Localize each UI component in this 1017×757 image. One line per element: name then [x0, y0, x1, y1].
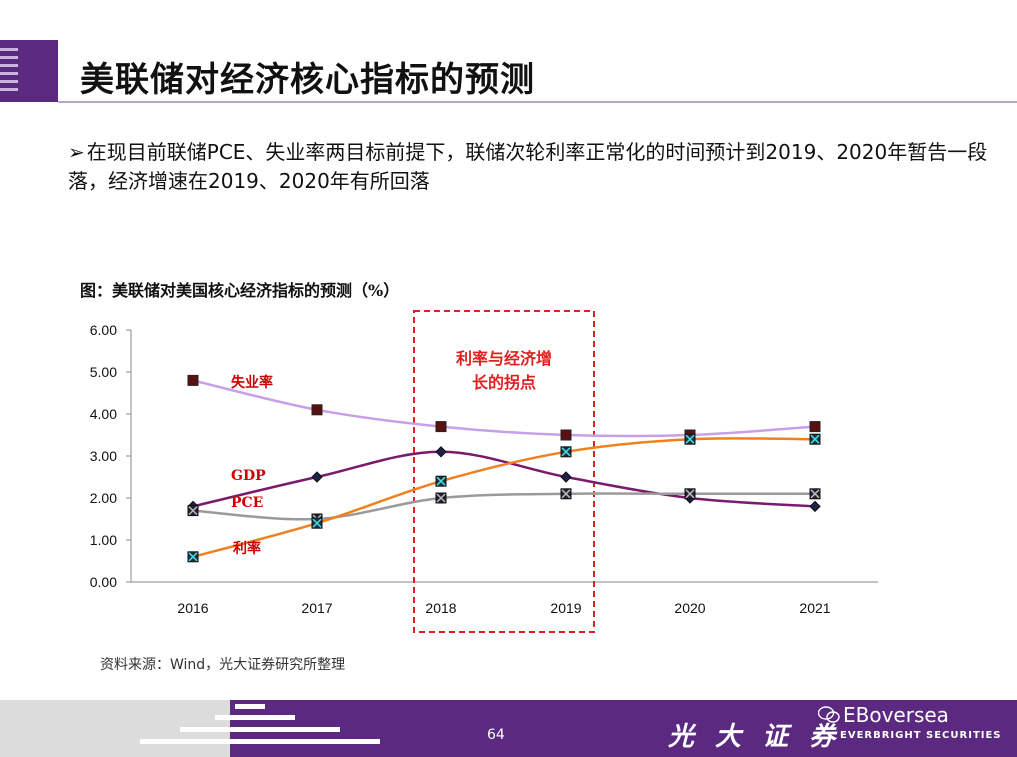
data-point-cross	[810, 489, 820, 499]
brand-name-cn: 光 大 证 券	[668, 722, 842, 752]
footer-stripe	[235, 704, 265, 709]
y-tick-label: 1.00	[90, 532, 117, 548]
series-label: GDP	[231, 468, 266, 484]
data-point	[809, 500, 821, 513]
wechat-icon	[818, 706, 840, 723]
x-tick-label: 2019	[550, 600, 581, 616]
series-line	[192, 379, 816, 438]
data-point	[435, 446, 447, 458]
x-tick-label: 2017	[301, 600, 332, 616]
line-chart: 0.00 1.00 2.00 3.00 4.00 5.00 6.00 2016 2017 2018…	[90, 310, 878, 633]
series-line	[192, 437, 816, 559]
logo-block	[0, 40, 58, 102]
data-point-cross	[810, 434, 820, 444]
data-point-cross	[685, 434, 695, 444]
brand-name-en: EVERBRIGHT SECURITIES	[840, 730, 1002, 741]
bullet-text: 在现目前联储PCE、失业率两目标前提下，联储次轮利率正常化的时间预计到2019、…	[68, 140, 988, 193]
title-divider	[58, 101, 1017, 103]
y-tick-label: 2.00	[90, 490, 117, 506]
data-point-cross	[188, 506, 198, 516]
series-label: PCE	[231, 495, 263, 511]
data-point-cross	[561, 489, 571, 499]
y-tick-label: 5.00	[90, 364, 117, 380]
highlight-label: 长的拐点	[472, 373, 536, 392]
x-tick-label: 2018	[425, 600, 456, 616]
x-tick-label: 2021	[799, 600, 830, 616]
series-label: 利率	[233, 540, 261, 557]
source-note: 资料来源：Wind，光大证券研究所整理	[100, 657, 346, 673]
data-point-cross	[188, 552, 198, 562]
watermark-text: EBoversea	[843, 703, 949, 727]
data-point	[560, 429, 572, 441]
slide-title: 美联储对经济核心指标的预测	[80, 60, 535, 100]
footer-bar	[0, 700, 1017, 757]
data-point-cross	[685, 489, 695, 499]
data-point-cross	[436, 493, 446, 503]
data-point-cross	[436, 476, 446, 486]
y-tick-label: 3.00	[90, 448, 117, 464]
highlight-box	[413, 310, 595, 633]
y-tick-label: 6.00	[90, 322, 117, 338]
footer-stripe	[215, 715, 295, 720]
data-point	[311, 471, 323, 483]
footer-stripe	[180, 727, 340, 732]
series-label: 失业率	[231, 374, 273, 391]
data-point	[187, 374, 199, 386]
y-tick-label: 4.00	[90, 406, 117, 422]
data-point	[435, 421, 447, 433]
page-number: 64	[487, 727, 505, 743]
data-point	[311, 404, 323, 416]
x-tick-label: 2016	[177, 600, 208, 616]
series-line	[192, 450, 816, 508]
data-point	[560, 471, 572, 483]
data-point-cross	[561, 447, 571, 457]
x-tick-label: 2020	[674, 600, 705, 616]
data-point	[809, 421, 821, 433]
highlight-label: 利率与经济增	[456, 349, 552, 368]
data-point-cross	[312, 518, 322, 528]
bullet-arrow-icon: ➢	[68, 140, 85, 164]
y-tick-label: 0.00	[90, 574, 117, 590]
footer-purple-band	[230, 700, 1017, 757]
series-line	[192, 492, 815, 521]
bullet-point: ➢ 在现目前联储PCE、失业率两目标前提下，联储次轮利率正常化的时间预计到2019…	[68, 138, 988, 196]
footer-stripe	[140, 739, 380, 744]
chart-caption: 图：美联储对美国核心经济指标的预测（%）	[80, 281, 400, 300]
